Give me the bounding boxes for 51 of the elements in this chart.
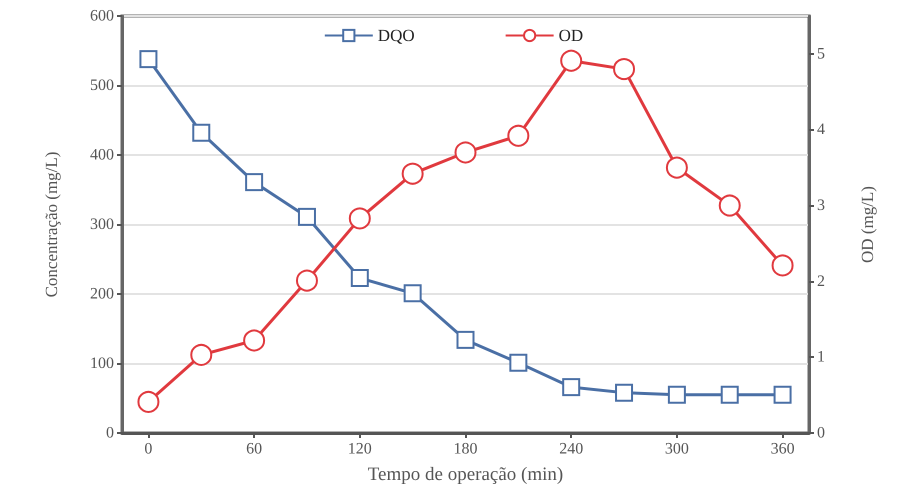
y-tick-label: 500	[90, 77, 114, 94]
point	[296, 270, 318, 292]
point	[348, 207, 371, 230]
point	[507, 124, 530, 147]
point	[560, 50, 582, 72]
point	[137, 390, 160, 413]
y2-tick-label: 1	[817, 348, 825, 366]
legend-label: DQO	[378, 26, 415, 45]
y-tick-label: 600	[90, 8, 114, 24]
x-tick-label: 0	[144, 440, 152, 458]
y-tick-label: 400	[90, 146, 114, 164]
point	[454, 141, 476, 164]
y2-tick-label: 4	[817, 121, 825, 138]
y-tick-label: 0	[106, 424, 114, 442]
y2-tick-label: 2	[817, 272, 825, 290]
point	[245, 173, 264, 192]
x-tick-label: 180	[454, 440, 478, 458]
y-tick-label: 300	[90, 216, 114, 233]
point	[402, 162, 424, 185]
point	[668, 386, 686, 404]
point	[666, 156, 688, 179]
y2-tick-label: 0	[817, 424, 825, 442]
point	[456, 330, 474, 349]
point	[192, 124, 210, 142]
point	[298, 208, 316, 226]
x-tick-label: 60	[246, 440, 262, 458]
x-tick-label: 240	[559, 440, 584, 458]
point	[774, 386, 792, 404]
point	[350, 269, 369, 288]
legend-label: OD	[558, 26, 584, 45]
point	[243, 330, 266, 352]
point	[613, 58, 636, 80]
y-axis-title: Concentração (mg/L)	[42, 152, 61, 298]
point	[615, 384, 634, 402]
y2-tick-label: 3	[817, 197, 825, 214]
x-tick-label: 300	[664, 440, 689, 458]
point	[720, 386, 739, 404]
y2-axis-title: OD (mg/L)	[858, 186, 877, 263]
x-tick-label: 360	[770, 440, 795, 458]
point	[718, 194, 741, 217]
point	[562, 378, 580, 396]
point	[404, 284, 422, 302]
x-axis-title: Tempo de operação (min)	[368, 464, 564, 485]
point	[139, 50, 158, 68]
y-tick-label: 200	[90, 286, 114, 302]
y-tick-label: 100	[90, 355, 114, 372]
point	[190, 344, 212, 366]
y2-tick-label: 5	[817, 45, 825, 62]
point	[772, 254, 794, 276]
point	[509, 354, 528, 372]
x-tick-label: 120	[348, 440, 372, 458]
